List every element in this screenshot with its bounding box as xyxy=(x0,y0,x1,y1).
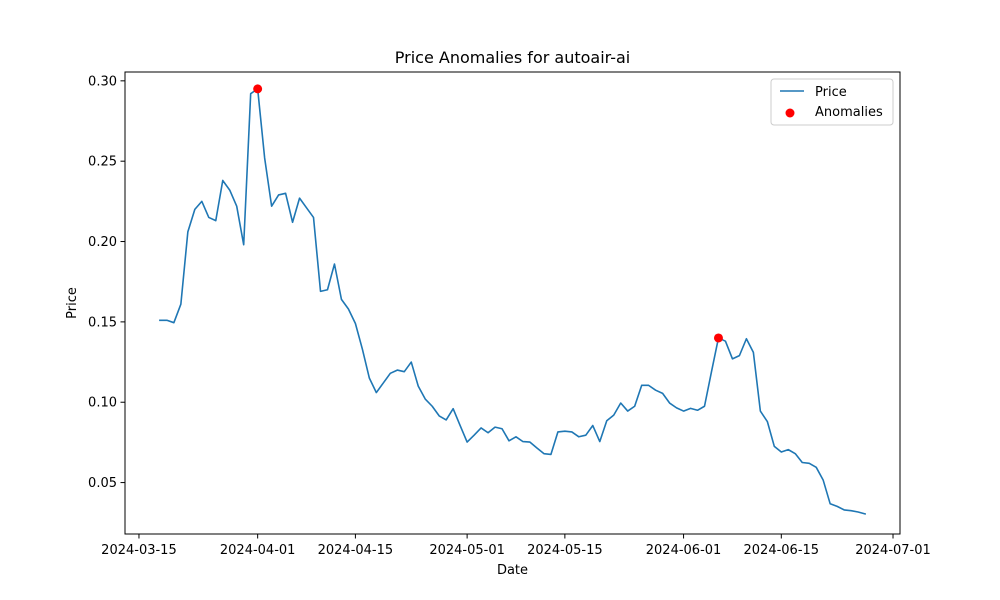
x-tick-label: 2024-05-01 xyxy=(429,543,505,558)
legend-price-label: Price xyxy=(815,85,847,100)
axes-frame xyxy=(124,71,901,535)
y-tick-label: 0.05 xyxy=(88,476,117,491)
y-axis-label: Price xyxy=(65,287,80,319)
x-tick-label: 2024-05-15 xyxy=(527,543,603,558)
price-series-line xyxy=(159,88,867,515)
y-tick-label: 0.25 xyxy=(88,155,117,170)
x-axis-ticks: 2024-03-15 2024-04-01 2024-04-15 2024-05-01… xyxy=(101,534,931,558)
x-tick-label: 2024-06-01 xyxy=(646,543,722,558)
anomaly-point xyxy=(713,333,723,343)
x-tick-label: 2024-04-01 xyxy=(220,543,296,558)
x-tick-label: 2024-06-15 xyxy=(744,543,820,558)
y-tick-label: 0.30 xyxy=(88,74,117,89)
legend-anomalies-label: Anomalies xyxy=(815,105,883,120)
y-tick-label: 0.15 xyxy=(88,315,117,330)
x-tick-label: 2024-04-15 xyxy=(318,543,394,558)
y-tick-label: 0.20 xyxy=(88,235,117,250)
x-tick-label: 2024-03-15 xyxy=(101,543,177,558)
x-tick-label: 2024-07-01 xyxy=(855,543,931,558)
legend: Price Anomalies xyxy=(770,78,894,126)
chart-title: Price Anomalies for autoair-ai xyxy=(395,48,630,67)
x-axis-label: Date xyxy=(497,563,528,578)
legend-anomalies-swatch xyxy=(785,108,795,118)
y-axis-ticks: 0.05 0.10 0.15 0.20 0.25 0.30 xyxy=(88,74,125,491)
anomaly-point xyxy=(253,84,263,94)
y-tick-label: 0.10 xyxy=(88,396,117,411)
anomaly-points xyxy=(253,84,723,343)
plot-area xyxy=(125,72,900,534)
